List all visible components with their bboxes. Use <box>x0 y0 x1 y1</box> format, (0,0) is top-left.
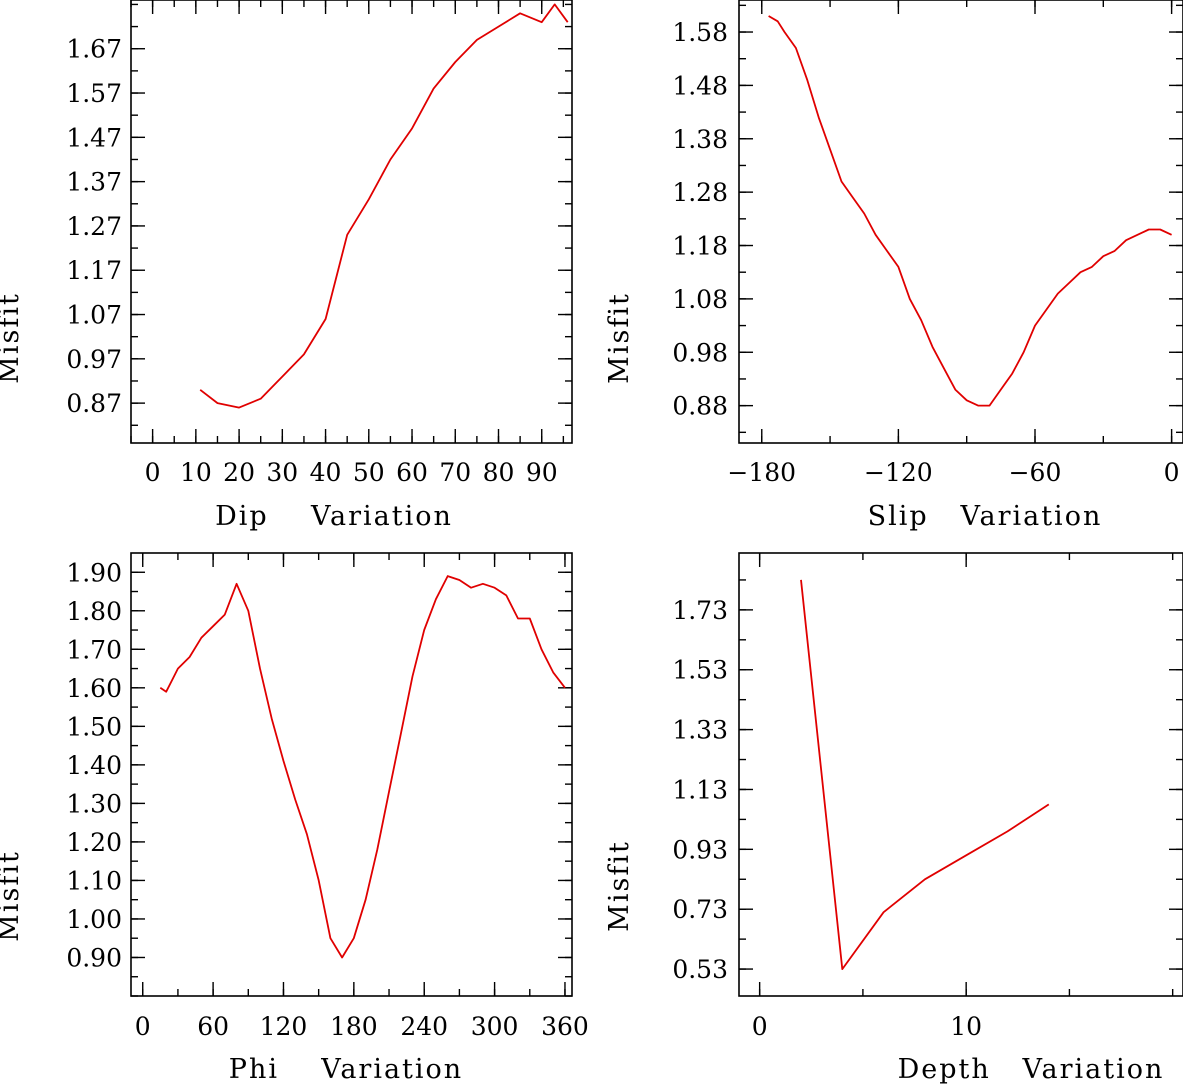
x-tick-label: 240 <box>400 1012 448 1041</box>
x-axis-title: Dip Variation <box>215 501 453 532</box>
x-tick-label: 90 <box>526 458 558 487</box>
y-tick-label: 1.48 <box>672 71 728 100</box>
y-tick-label: 1.28 <box>672 178 728 207</box>
x-tick-label: 0 <box>752 1012 768 1041</box>
x-tick-label: −120 <box>864 458 933 487</box>
y-tick-label: 1.73 <box>672 596 728 625</box>
x-tick-label: 80 <box>483 458 515 487</box>
y-tick-label: 0.90 <box>66 943 122 972</box>
y-tick-label: 0.88 <box>672 392 728 421</box>
x-tick-label: 0 <box>1164 458 1180 487</box>
y-tick-label: 1.37 <box>66 168 122 197</box>
y-tick-label: 1.20 <box>66 828 122 857</box>
plot-frame <box>130 552 573 997</box>
y-tick-label: 1.40 <box>66 751 122 780</box>
x-tick-label: 20 <box>223 458 255 487</box>
x-tick-label: 10 <box>950 1012 982 1041</box>
x-tick-label: 0 <box>135 1012 151 1041</box>
x-tick-label: 360 <box>541 1012 589 1041</box>
y-tick-label: 1.60 <box>66 674 122 703</box>
panel-dip-variation: 0 10 20 30 40 50 60 70 80 90 0.87 0.97 1.07 1.17 1.27 1… <box>0 0 573 532</box>
y-tick-label: 1.80 <box>66 597 122 626</box>
y-tick-label: 0.87 <box>66 389 122 418</box>
x-tick-label: −60 <box>1009 458 1062 487</box>
y-tick-label: 1.90 <box>66 558 122 587</box>
y-tick-label: 0.98 <box>672 338 728 367</box>
x-axis-title: Phi Variation <box>229 1054 463 1085</box>
panel-slip-variation: −180 −120 −60 0 0.88 0.98 1.08 1.18 1.28 1.38 1.48… <box>604 0 1183 532</box>
x-tick-label: 0 <box>145 458 161 487</box>
y-tick-label: 1.13 <box>672 775 728 804</box>
x-tick-label: 30 <box>266 458 298 487</box>
y-axis-title: Misfit <box>0 292 25 384</box>
x-axis-title: Depth Variation <box>898 1054 1165 1085</box>
y-tick-label: 1.17 <box>66 256 122 285</box>
plot-frame <box>738 552 1183 997</box>
y-tick-label: 1.58 <box>672 18 728 47</box>
y-tick-label: 1.33 <box>672 716 728 745</box>
y-tick-label: 0.73 <box>672 895 728 924</box>
x-tick-label: 50 <box>353 458 385 487</box>
y-axis-title: Misfit <box>604 840 635 932</box>
misfit-series-line <box>768 15 1172 407</box>
y-tick-label: 1.50 <box>66 712 122 741</box>
y-tick-label: 1.67 <box>66 35 122 64</box>
y-axis-title: Misfit <box>0 850 25 942</box>
y-tick-label: 1.57 <box>66 79 122 108</box>
y-tick-label: 0.97 <box>66 345 122 374</box>
y-tick-label: 1.53 <box>672 656 728 685</box>
x-axis-title: Slip Variation <box>868 501 1103 532</box>
y-tick-label: 1.08 <box>672 285 728 314</box>
x-tick-label: 70 <box>439 458 471 487</box>
y-axis-title: Misfit <box>604 292 635 384</box>
y-tick-label: 0.93 <box>672 835 728 864</box>
y-tick-label: 1.07 <box>66 301 122 330</box>
panel-phi-variation: 0 60 120 180 240 300 360 0.90 1.00 1.10 1.20 1.30 1.… <box>0 552 589 1085</box>
y-tick-label: 1.30 <box>66 789 122 818</box>
x-tick-label: 10 <box>180 458 212 487</box>
y-tick-label: 0.53 <box>672 955 728 984</box>
x-tick-label: −180 <box>727 458 796 487</box>
misfit-series-line <box>800 579 1050 970</box>
y-tick-label: 1.18 <box>672 232 728 261</box>
misfit-series-line <box>199 3 569 409</box>
x-tick-label: 60 <box>197 1012 229 1041</box>
plot-frame <box>738 0 1183 444</box>
x-tick-label: 60 <box>396 458 428 487</box>
y-tick-label: 1.70 <box>66 635 122 664</box>
x-tick-label: 40 <box>310 458 342 487</box>
misfit-series-line <box>159 575 566 959</box>
y-tick-label: 1.47 <box>66 123 122 152</box>
x-tick-label: 300 <box>471 1012 519 1041</box>
y-tick-label: 1.38 <box>672 125 728 154</box>
y-tick-label: 1.10 <box>66 866 122 895</box>
x-tick-label: 180 <box>330 1012 378 1041</box>
plot-frame <box>130 0 573 444</box>
y-tick-label: 1.27 <box>66 212 122 241</box>
y-tick-label: 1.00 <box>66 905 122 934</box>
panel-depth-variation: 0 10 0.53 0.73 0.93 1.13 1.33 1.53 1.73 Depth Var… <box>604 552 1183 1085</box>
x-tick-label: 120 <box>260 1012 308 1041</box>
